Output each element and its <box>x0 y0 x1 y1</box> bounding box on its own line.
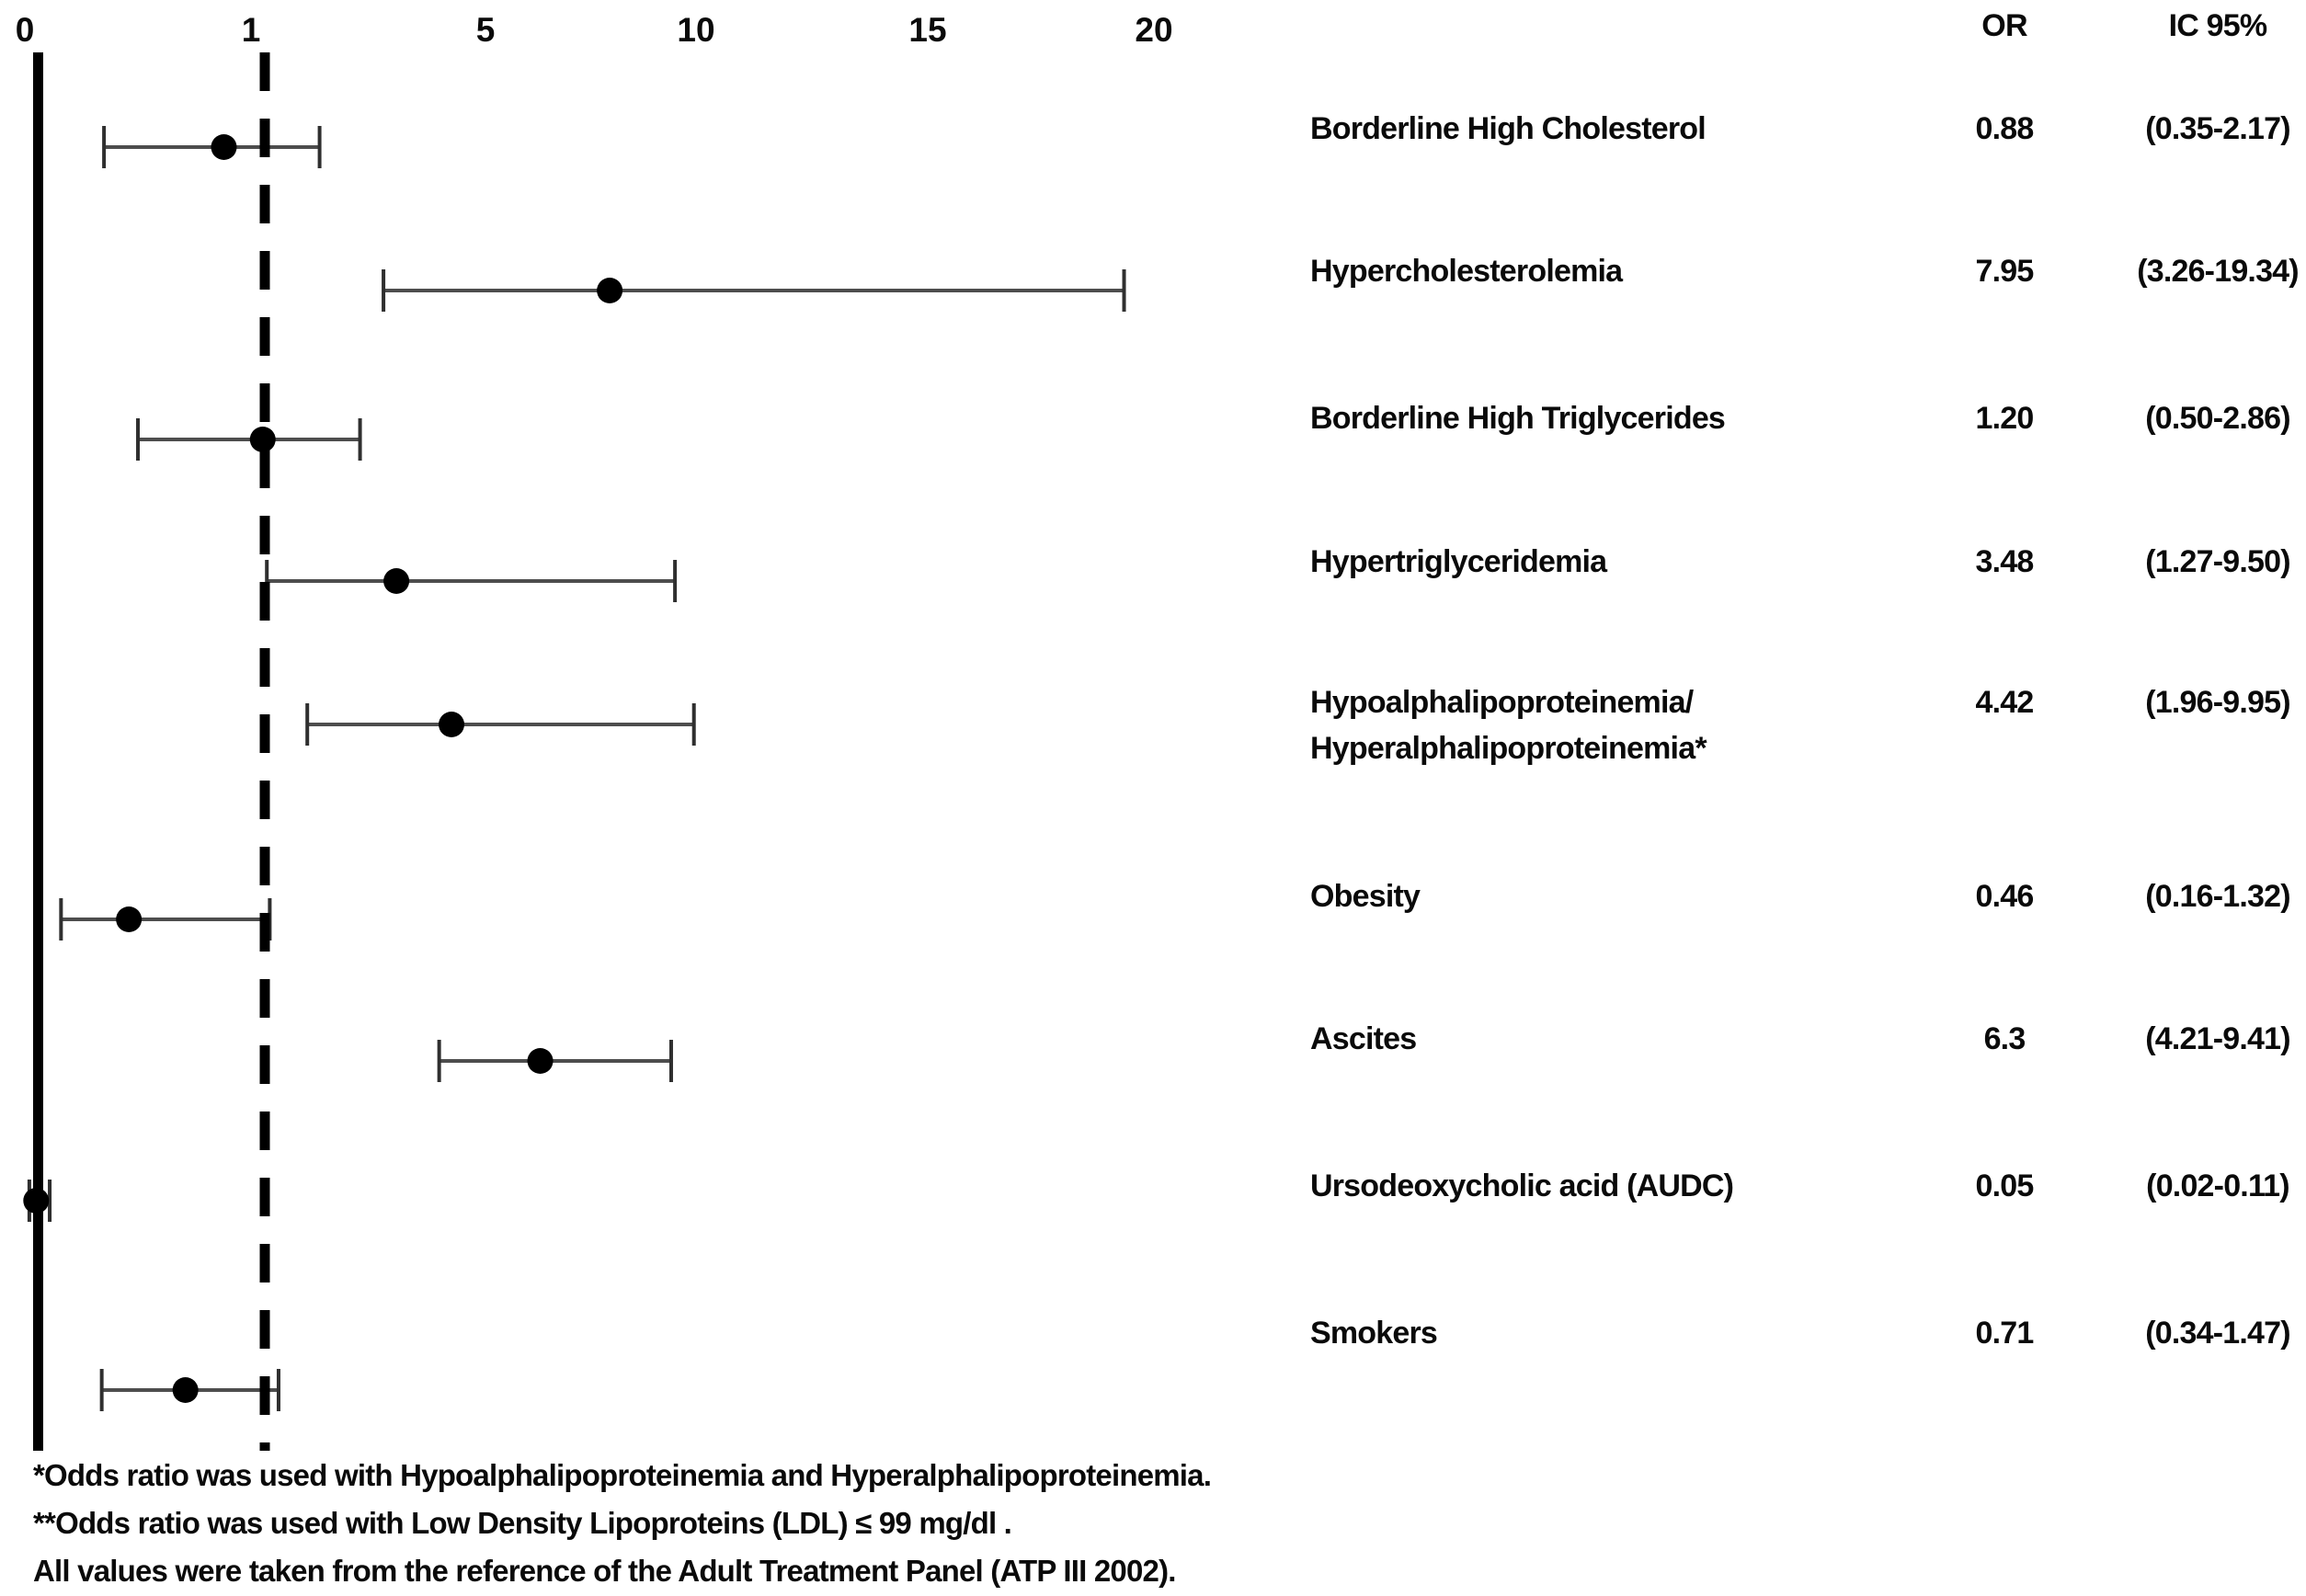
condition-label: Hypertriglyceridemia <box>1310 544 1607 579</box>
point-estimate <box>211 134 237 160</box>
or-value: 4.42 <box>1975 685 2035 720</box>
or-value: 1.20 <box>1975 401 2035 436</box>
or-value: 6.3 <box>1983 1021 2026 1056</box>
forest-plot: 0 1 5 10 15 20 <box>16 11 1173 1451</box>
ci-value: (0.35-2.17) <box>2145 111 2290 146</box>
or-column-header: OR <box>1981 8 2027 43</box>
ci-value: (0.16-1.32) <box>2145 879 2290 914</box>
x-axis-tick-label: 1 <box>242 11 261 49</box>
or-value: 3.48 <box>1975 544 2035 579</box>
ci-value: (1.96-9.95) <box>2145 685 2290 720</box>
point-estimate <box>172 1377 199 1403</box>
or-value: 7.95 <box>1975 254 2035 289</box>
point-estimate <box>439 712 465 737</box>
point-estimate <box>23 1188 50 1214</box>
condition-label: Borderline High Triglycerides <box>1310 401 1726 436</box>
point-estimate <box>383 568 410 594</box>
condition-label: Smokers <box>1310 1316 1438 1351</box>
or-value: 0.46 <box>1975 879 2035 914</box>
x-axis-tick-label: 20 <box>1135 11 1172 49</box>
ci-value: (0.50-2.86) <box>2145 401 2290 436</box>
point-estimate <box>249 427 276 452</box>
x-axis-tick-label: 15 <box>908 11 946 49</box>
ci-value: (1.27-9.50) <box>2145 544 2290 579</box>
condition-label: Obesity <box>1310 879 1421 914</box>
ci-value: (0.34-1.47) <box>2145 1316 2290 1351</box>
or-value: 0.71 <box>1975 1316 2035 1351</box>
or-value: 0.05 <box>1975 1168 2035 1203</box>
condition-label: Borderline High Cholesterol <box>1310 111 1707 146</box>
ci-column-header: IC 95% <box>2168 8 2268 43</box>
condition-label: Ursodeoxycholic acid (AUDC) <box>1310 1168 1734 1203</box>
ci-value: (0.02-0.11) <box>2146 1168 2289 1203</box>
condition-label: Ascites <box>1310 1021 1417 1056</box>
point-estimate <box>527 1048 554 1074</box>
point-estimate <box>116 906 143 932</box>
ci-value: (3.26-19.34) <box>2137 254 2299 289</box>
condition-label: Hypoalphalipoproteinemia/ Hyperalphalipo… <box>1310 685 1707 766</box>
point-estimate <box>597 278 623 303</box>
or-value: 0.88 <box>1975 111 2035 146</box>
x-axis-tick-label: 10 <box>677 11 714 49</box>
footnote-source: All values were taken from the reference… <box>33 1554 1176 1588</box>
footnote-asterisk: *Odds ratio was used with Hypoalphalipop… <box>33 1458 1212 1492</box>
condition-label: Hypercholesterolemia <box>1310 254 1623 289</box>
footnote-double-asterisk: **Odds ratio was used with Low Density L… <box>33 1506 1012 1540</box>
x-axis-tick-label: 0 <box>16 11 35 49</box>
ci-value: (4.21-9.41) <box>2145 1021 2290 1056</box>
x-axis-tick-label: 5 <box>476 11 496 49</box>
